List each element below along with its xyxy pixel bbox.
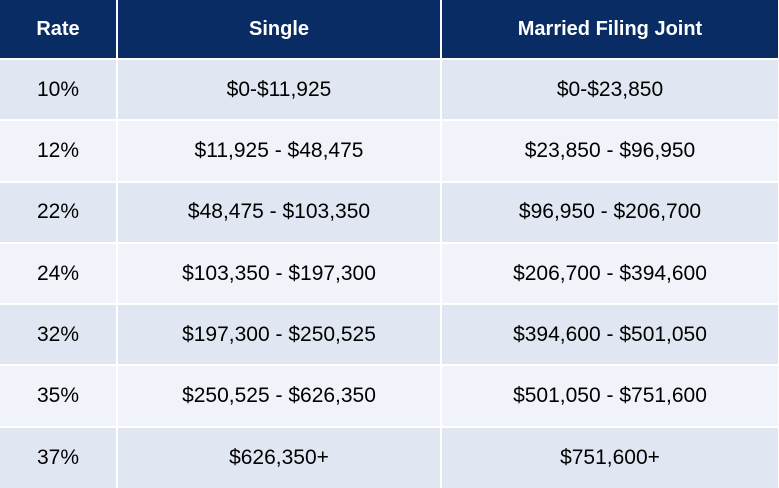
single-range-cell: $11,925 - $48,475	[116, 119, 442, 183]
rate-cell: 35%	[0, 364, 118, 428]
married-range-cell: $751,600+	[440, 425, 778, 488]
table-row: 22% $48,475 - $103,350 $96,950 - $206,70…	[0, 180, 778, 244]
header-single: Single	[116, 0, 442, 60]
table-header: Rate Single Married Filing Joint	[0, 0, 778, 60]
rate-cell: 10%	[0, 57, 118, 122]
table-row: 12% $11,925 - $48,475 $23,850 - $96,950	[0, 119, 778, 183]
header-married-filing-joint: Married Filing Joint	[440, 0, 778, 60]
married-range-cell: $501,050 - $751,600	[440, 364, 778, 428]
table-row: 32% $197,300 - $250,525 $394,600 - $501,…	[0, 303, 778, 367]
header-row: Rate Single Married Filing Joint	[0, 0, 778, 60]
table-row: 35% $250,525 - $626,350 $501,050 - $751,…	[0, 364, 778, 428]
header-rate: Rate	[0, 0, 118, 60]
married-range-cell: $0-$23,850	[440, 57, 778, 122]
single-range-cell: $250,525 - $626,350	[116, 364, 442, 428]
rate-cell: 12%	[0, 119, 118, 183]
single-range-cell: $626,350+	[116, 425, 442, 488]
rate-cell: 22%	[0, 180, 118, 244]
single-range-cell: $48,475 - $103,350	[116, 180, 442, 244]
single-range-cell: $103,350 - $197,300	[116, 241, 442, 306]
rate-cell: 32%	[0, 303, 118, 367]
rate-cell: 37%	[0, 425, 118, 488]
married-range-cell: $96,950 - $206,700	[440, 180, 778, 244]
table-row: 37% $626,350+ $751,600+	[0, 425, 778, 488]
single-range-cell: $0-$11,925	[116, 57, 442, 122]
married-range-cell: $394,600 - $501,050	[440, 303, 778, 367]
table-row: 24% $103,350 - $197,300 $206,700 - $394,…	[0, 241, 778, 306]
table-row: 10% $0-$11,925 $0-$23,850	[0, 57, 778, 122]
table-body: 10% $0-$11,925 $0-$23,850 12% $11,925 - …	[0, 57, 778, 488]
single-range-cell: $197,300 - $250,525	[116, 303, 442, 367]
married-range-cell: $206,700 - $394,600	[440, 241, 778, 306]
married-range-cell: $23,850 - $96,950	[440, 119, 778, 183]
rate-cell: 24%	[0, 241, 118, 306]
